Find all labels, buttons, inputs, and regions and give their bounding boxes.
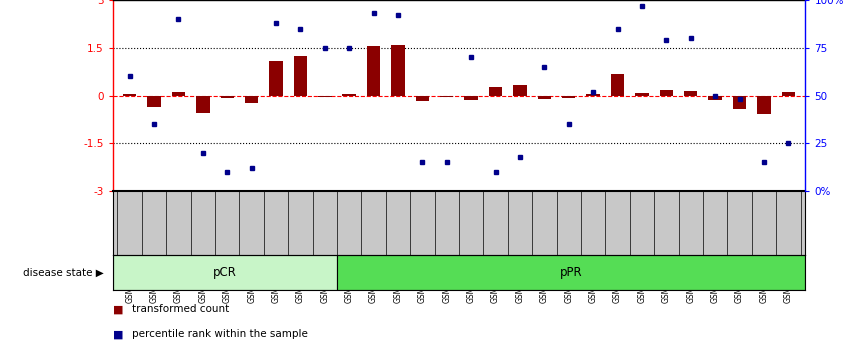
Bar bbox=[708, 96, 722, 100]
Bar bbox=[269, 61, 282, 96]
Bar bbox=[757, 96, 771, 114]
Bar bbox=[489, 87, 502, 96]
Bar bbox=[318, 96, 332, 97]
Bar bbox=[171, 92, 185, 96]
Text: pCR: pCR bbox=[213, 266, 236, 279]
Bar bbox=[147, 96, 161, 107]
Bar bbox=[733, 96, 746, 109]
Bar bbox=[636, 93, 649, 96]
Bar bbox=[123, 94, 136, 96]
Bar bbox=[586, 94, 600, 96]
Bar bbox=[684, 91, 697, 96]
Bar bbox=[611, 74, 624, 96]
Bar bbox=[464, 96, 478, 101]
Bar bbox=[391, 45, 404, 96]
Bar bbox=[538, 96, 551, 99]
Bar bbox=[660, 90, 673, 96]
Bar bbox=[337, 255, 805, 290]
Text: percentile rank within the sample: percentile rank within the sample bbox=[132, 329, 307, 339]
Bar bbox=[514, 85, 527, 96]
Text: pPR: pPR bbox=[560, 266, 583, 279]
Text: ■: ■ bbox=[113, 329, 123, 339]
Bar bbox=[440, 96, 454, 97]
Bar bbox=[113, 255, 337, 290]
Bar bbox=[196, 96, 210, 113]
Bar bbox=[416, 96, 429, 101]
Bar bbox=[562, 96, 576, 98]
Bar bbox=[782, 92, 795, 96]
Text: disease state ▶: disease state ▶ bbox=[23, 268, 104, 278]
Bar bbox=[221, 96, 234, 98]
Bar bbox=[367, 46, 380, 96]
Bar bbox=[342, 94, 356, 96]
Text: transformed count: transformed count bbox=[132, 304, 229, 314]
Text: ■: ■ bbox=[113, 304, 123, 314]
Bar bbox=[245, 96, 258, 103]
Bar bbox=[294, 56, 307, 96]
